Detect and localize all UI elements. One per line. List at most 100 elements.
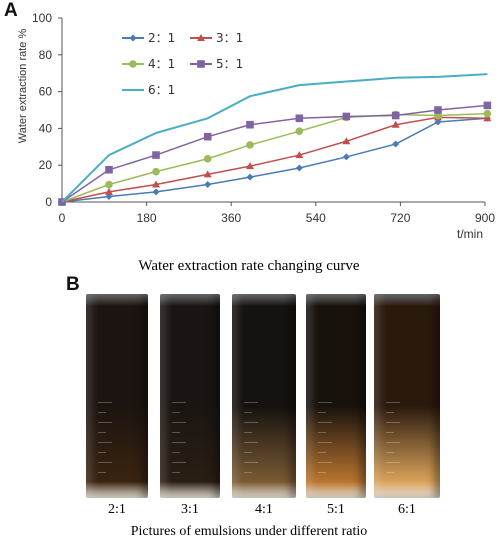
y-tick-label: 80 xyxy=(39,48,53,62)
tube-scale-mark xyxy=(98,422,112,423)
panel-b-caption: Pictures of emulsions under different ra… xyxy=(130,524,368,539)
data-point xyxy=(295,151,304,159)
tube-scale-mark xyxy=(98,432,106,433)
series-line-3 xyxy=(61,112,488,203)
legend-entry: 5：1 xyxy=(216,57,243,71)
y-tick-label: 20 xyxy=(39,158,53,172)
tube-label: 4:1 xyxy=(255,502,273,517)
tube-scale-mark xyxy=(98,412,106,413)
tube-scale-mark xyxy=(386,432,394,433)
tube-scale-mark xyxy=(318,462,332,463)
data-point xyxy=(483,114,492,122)
legend-swatch-marker xyxy=(197,34,205,41)
data-point xyxy=(295,127,304,135)
tube-scale-mark xyxy=(386,402,400,403)
tube-scale-mark xyxy=(98,462,112,463)
emulsion-tube-4 xyxy=(306,294,366,498)
tube-scale-mark xyxy=(386,422,400,423)
series-line-1 xyxy=(61,117,488,203)
data-point xyxy=(246,141,254,149)
legend-entry: 4：1 xyxy=(148,57,175,71)
tube-scale-mark xyxy=(318,422,332,423)
tube-scale-mark xyxy=(172,402,186,403)
tube-scale-mark xyxy=(172,422,186,423)
data-point xyxy=(152,151,160,159)
x-tick-label: 0 xyxy=(59,211,66,225)
tube-scale-mark xyxy=(244,462,258,463)
x-tick-label: 540 xyxy=(306,211,326,225)
panel-a-caption: Water extraction rate changing curve xyxy=(138,258,360,274)
data-point xyxy=(105,166,113,174)
tube-scale-mark xyxy=(98,442,112,443)
tube-scale-mark xyxy=(98,472,106,473)
tube-scale-mark xyxy=(318,472,326,473)
y-tick-label: 60 xyxy=(39,85,53,99)
tube-scale-mark xyxy=(172,462,186,463)
tube-scale-mark xyxy=(386,472,394,473)
legend-swatch-marker xyxy=(197,60,205,68)
tube-scale-mark xyxy=(172,442,186,443)
data-point xyxy=(391,120,400,128)
data-point xyxy=(295,164,303,172)
tube-scale-mark xyxy=(98,452,106,453)
series-line-4 xyxy=(61,104,488,203)
emulsion-tube-5 xyxy=(374,294,440,498)
tube-scale-mark xyxy=(172,452,180,453)
emulsion-tube-2 xyxy=(160,294,220,498)
tube-scale-mark xyxy=(318,452,326,453)
legend-swatch-marker xyxy=(129,60,137,68)
tube-labels: 2:1 3:1 4:1 5:1 6:1 xyxy=(0,502,498,520)
y-tick-label: 100 xyxy=(32,11,52,25)
data-point xyxy=(203,154,212,163)
tube-label: 2:1 xyxy=(108,502,126,517)
data-point xyxy=(342,153,350,161)
legend-entry: 6：1 xyxy=(148,83,175,97)
panel-b-label: B xyxy=(66,274,80,295)
data-point xyxy=(434,106,442,114)
data-point xyxy=(246,173,254,181)
data-point xyxy=(391,111,400,120)
tube-scale-mark xyxy=(244,412,252,413)
tube-scale-mark xyxy=(386,412,394,413)
tube-scale-mark xyxy=(244,402,258,403)
data-point xyxy=(152,180,160,188)
data-point xyxy=(204,181,212,189)
x-tick-label: 900 xyxy=(475,211,495,225)
series-line-5 xyxy=(61,73,488,203)
data-point xyxy=(152,167,160,176)
series-line-2 xyxy=(61,116,488,203)
tube-scale-mark xyxy=(244,442,258,443)
data-point xyxy=(483,101,492,110)
x-tick-label: 720 xyxy=(390,211,410,225)
data-point xyxy=(152,188,160,196)
tube-scale-mark xyxy=(98,402,112,403)
x-tick-label: 180 xyxy=(137,211,157,225)
tube-scale-mark xyxy=(172,472,180,473)
tube-scale-mark xyxy=(172,412,180,413)
data-point xyxy=(105,187,113,195)
water-extraction-chart: 0 20 40 60 80 100 0 180 360 540 720 900 t/min 2：1 3：1 4… xyxy=(32,11,495,241)
data-point xyxy=(342,137,351,145)
tube-scale-mark xyxy=(318,402,332,403)
tube-scale-mark xyxy=(318,412,326,413)
legend-entry: 3：1 xyxy=(216,31,243,45)
tube-scale-mark xyxy=(244,432,252,433)
y-tick-label: 40 xyxy=(39,121,53,135)
data-point xyxy=(105,180,113,189)
data-point xyxy=(246,162,254,170)
data-point xyxy=(483,109,492,118)
data-point xyxy=(203,132,212,141)
tube-scale-mark xyxy=(386,452,394,453)
emulsion-tube-3 xyxy=(232,294,296,498)
tube-scale-mark xyxy=(244,472,252,473)
tube-scale-mark xyxy=(386,462,400,463)
legend-swatch-marker xyxy=(129,34,137,42)
legend-entry: 2：1 xyxy=(148,31,175,45)
tube-label: 6:1 xyxy=(398,502,416,517)
y-tick-label: 0 xyxy=(45,195,52,209)
emulsion-tube-1 xyxy=(86,294,148,498)
tube-scale-mark xyxy=(386,442,400,443)
tube-scale-mark xyxy=(244,422,258,423)
tube-label: 5:1 xyxy=(327,502,345,517)
data-point xyxy=(342,112,351,121)
